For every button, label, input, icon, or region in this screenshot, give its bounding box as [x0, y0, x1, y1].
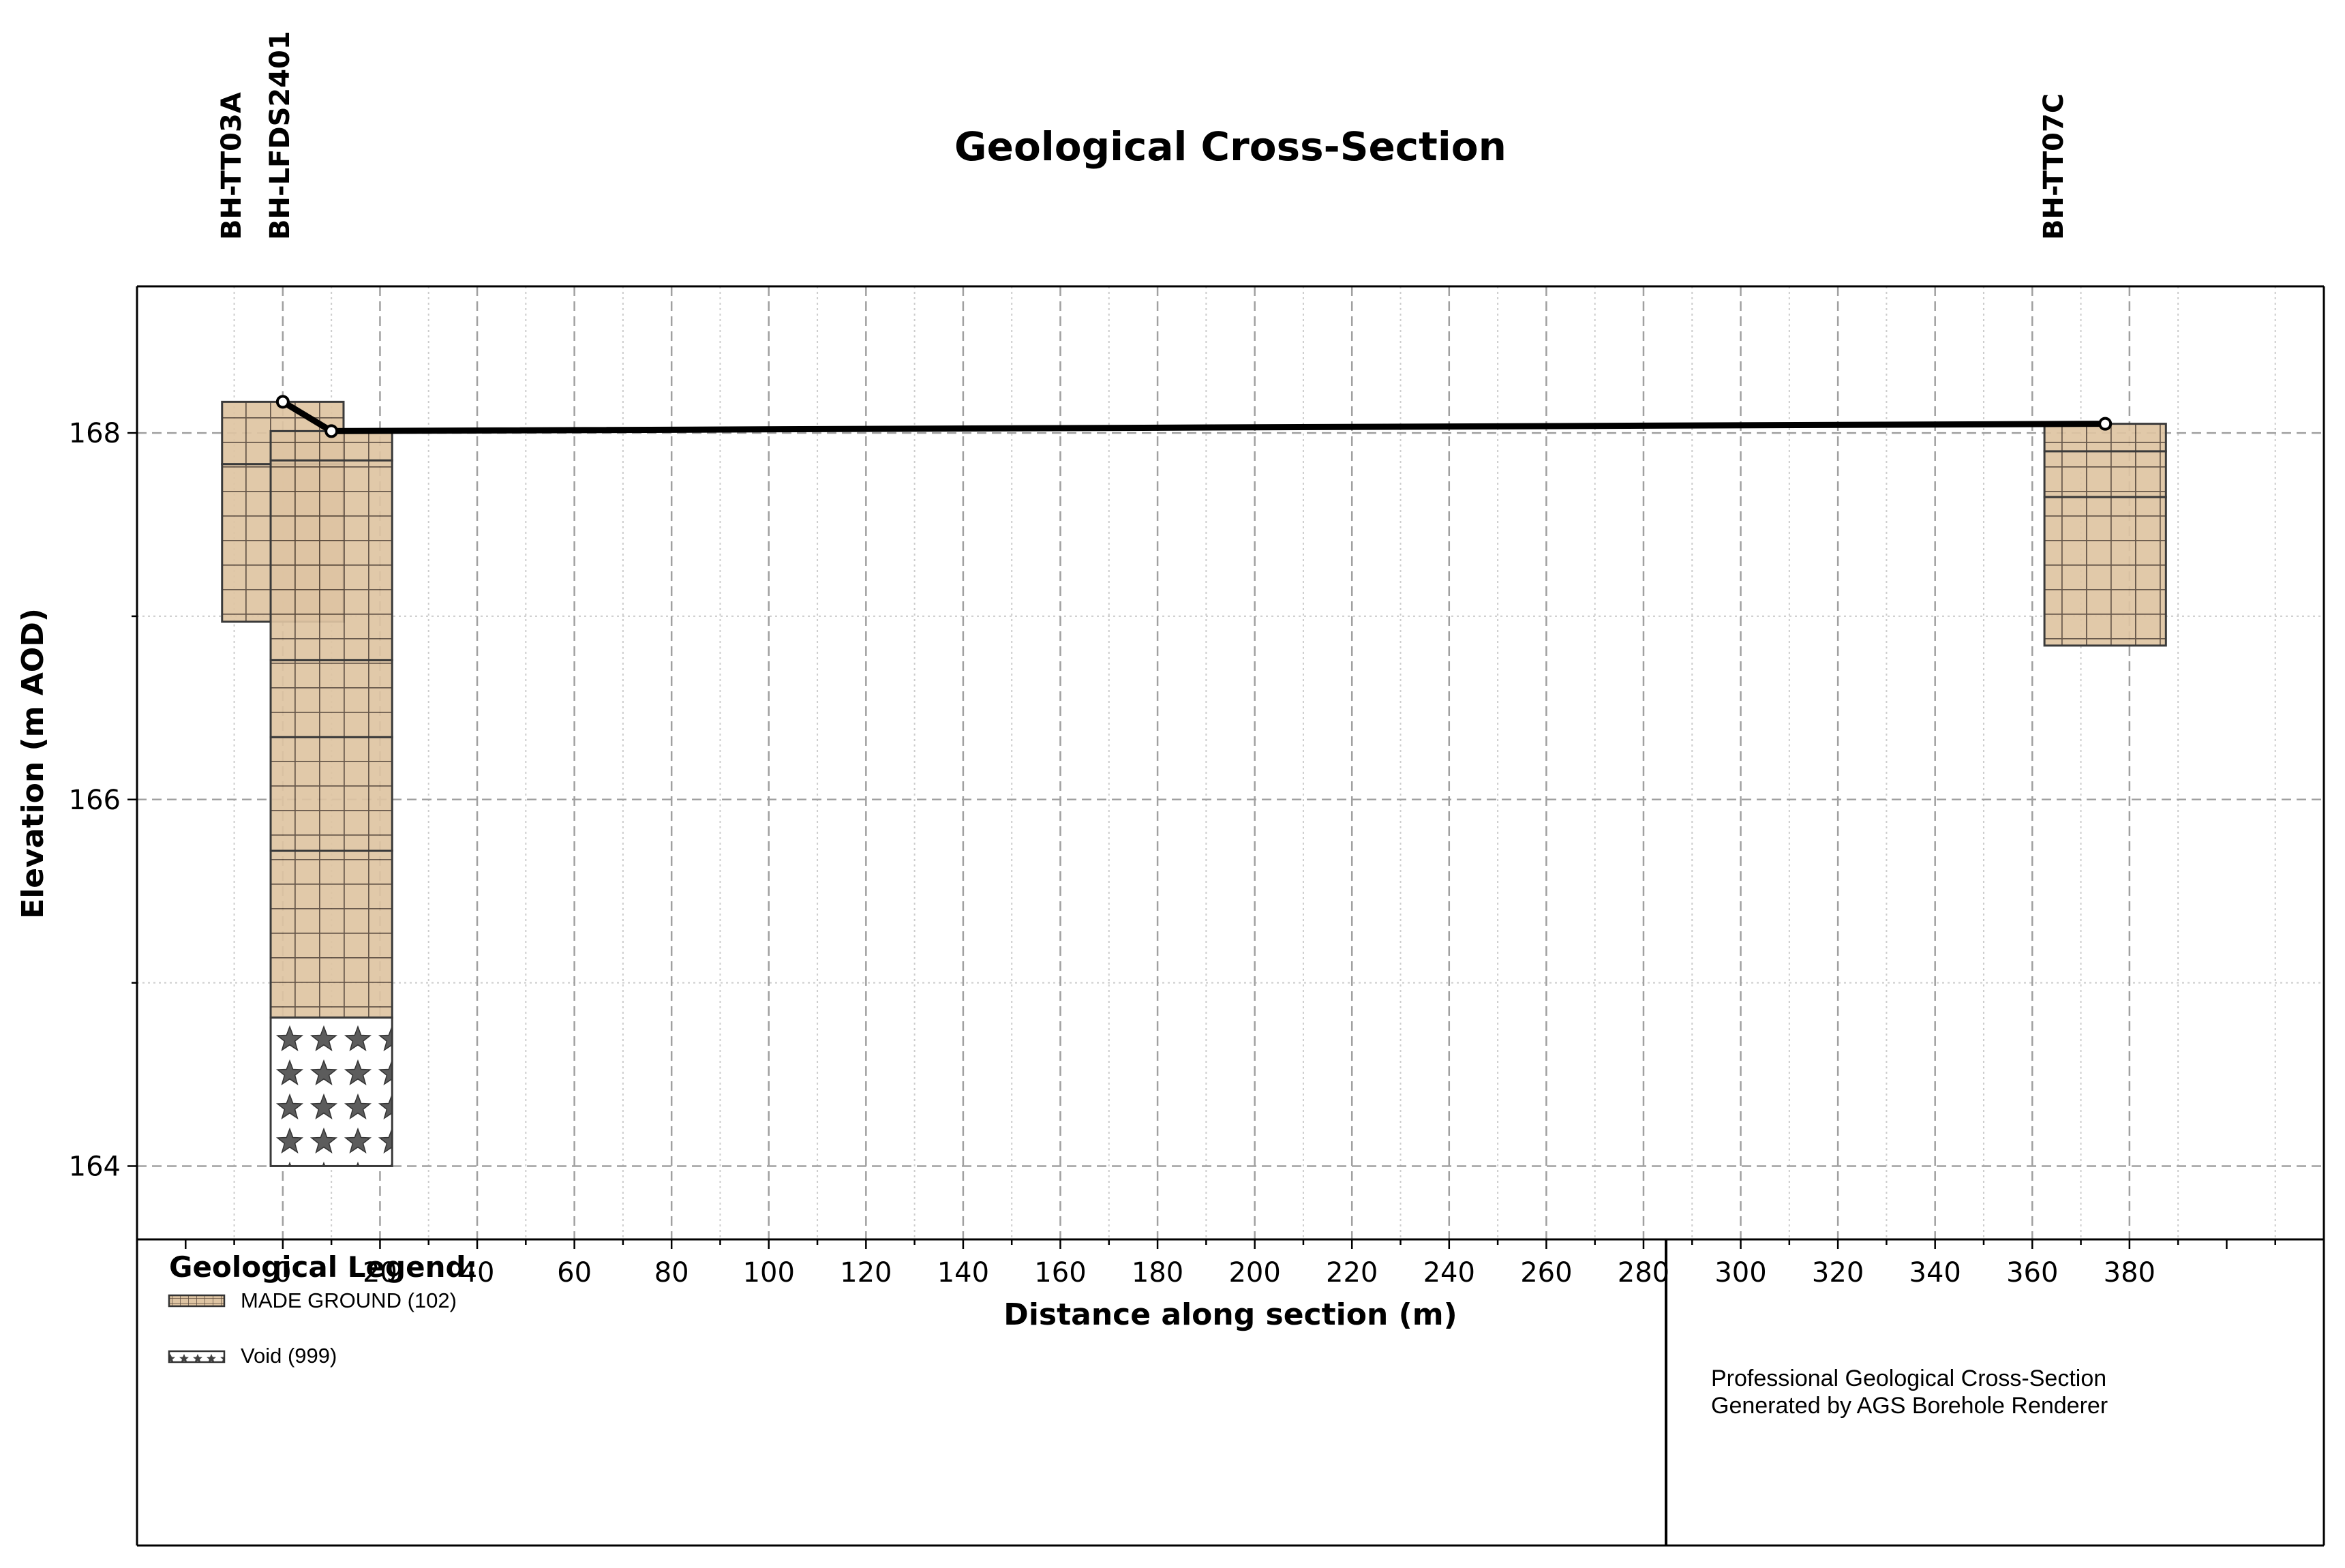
- legend-swatch-void: [168, 1350, 226, 1363]
- x-tick-label: 160: [1034, 1257, 1086, 1288]
- x-tick-label: 360: [2006, 1257, 2058, 1288]
- x-tick-label: 220: [1326, 1257, 1378, 1288]
- y-tick-label: 166: [69, 785, 121, 816]
- ground-surface-point: [324, 424, 339, 438]
- strata-layer: [269, 1016, 393, 1167]
- chart-title: Geological Cross-Section: [954, 123, 1507, 170]
- borehole-label: BH-LFDS2401: [264, 31, 296, 240]
- x-tick-label: 280: [1618, 1257, 1669, 1288]
- x-tick-label: 180: [1132, 1257, 1183, 1288]
- legend-label-made-ground: MADE GROUND (102): [241, 1288, 457, 1312]
- x-tick-label: 0: [274, 1257, 291, 1288]
- footer-panel: Geological Legend: MADE GROUND (102) Voi…: [136, 1239, 2325, 1547]
- borehole-name-labels: BH-TT03A BH-LFDS2401 BH-TT07C: [216, 31, 2070, 240]
- y-tick-label: 164: [69, 1151, 121, 1182]
- x-tick-label: 80: [654, 1257, 689, 1288]
- legend-label-void: Void (999): [241, 1344, 337, 1368]
- x-tick-label: 20: [363, 1257, 397, 1288]
- x-tick-label: 40: [460, 1257, 495, 1288]
- x-tick-label: 200: [1228, 1257, 1280, 1288]
- x-tick-label: 100: [743, 1257, 795, 1288]
- grid-lines: [136, 286, 2324, 1239]
- borehole-column: [269, 429, 393, 1167]
- footer-note-line2: Generated by AGS Borehole Renderer: [1711, 1393, 2108, 1419]
- strata-layer: [269, 736, 393, 852]
- strata-layer: [269, 459, 393, 661]
- x-tick-label: 320: [1812, 1257, 1864, 1288]
- axes: 0 20 40 60 80 100 120 140 160 180 200 220 240 260 280 3…: [69, 285, 2325, 1288]
- x-tick-label: 260: [1520, 1257, 1572, 1288]
- legend-swatch-made-ground: [168, 1294, 226, 1308]
- borehole-column: [2043, 423, 2167, 647]
- y-axis-label: Elevation (m AOD): [16, 608, 50, 919]
- x-tick-label: 120: [840, 1257, 892, 1288]
- footer-note-line1: Professional Geological Cross-Section: [1711, 1366, 2106, 1391]
- y-tick-label: 168: [69, 418, 121, 449]
- x-axis-label: Distance along section (m): [1003, 1297, 1457, 1332]
- strata-layer: [269, 849, 393, 1019]
- x-tick-label: 60: [557, 1257, 592, 1288]
- borehole-columns: [221, 400, 2167, 1167]
- x-tick-label: 380: [2104, 1257, 2155, 1288]
- legend-title: Geological Legend:: [169, 1250, 477, 1284]
- ground-surface-line: [281, 399, 2106, 434]
- x-tick-label: 300: [1714, 1257, 1766, 1288]
- ground-surface-point: [2098, 417, 2113, 431]
- strata-layer: [269, 659, 393, 738]
- x-tick-label: 240: [1423, 1257, 1475, 1288]
- borehole-label: BH-TT03A: [216, 92, 247, 240]
- ground-surface: [275, 395, 2113, 438]
- strata-layer: [2043, 450, 2167, 498]
- borehole-label: BH-TT07C: [2038, 93, 2070, 240]
- strata-layer: [2043, 496, 2167, 647]
- ground-surface-point: [275, 395, 290, 409]
- x-tick-label: 340: [1909, 1257, 1961, 1288]
- x-tick-label: 140: [937, 1257, 989, 1288]
